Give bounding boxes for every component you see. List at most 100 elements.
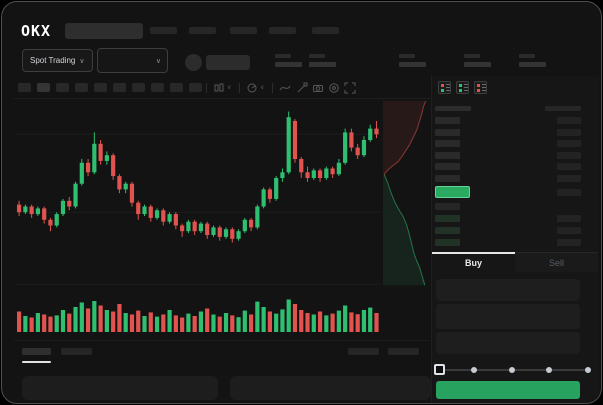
timeframe-button[interactable] (170, 83, 183, 92)
icon-mark-ask (477, 84, 480, 87)
stat-value-placeholder (275, 62, 302, 67)
candlestick-chart[interactable] (16, 102, 380, 292)
buy-tab[interactable]: Buy (432, 252, 515, 272)
trade-tabs: Buy Sell (432, 252, 598, 272)
chevron-down-icon: ∨ (155, 57, 161, 65)
icon-line (464, 87, 468, 88)
timeframe-button[interactable] (189, 83, 202, 92)
icon-line (482, 90, 486, 91)
market-type-dropdown[interactable]: Spot Trading ∨ (22, 49, 93, 72)
icon-line (446, 84, 450, 85)
bottom-panel-action[interactable] (348, 348, 379, 355)
chevron-down-icon[interactable]: ∨ (227, 85, 232, 91)
slider-step-dot[interactable] (471, 367, 477, 373)
chevron-down-icon: ∨ (79, 57, 85, 65)
bid-price-placeholder (435, 238, 460, 246)
nav-item-placeholder[interactable] (269, 27, 296, 34)
ask-amount-placeholder (557, 128, 581, 136)
timeframe-button[interactable] (151, 83, 164, 92)
market-type-label: Spot Trading (30, 56, 76, 65)
toolbar-divider (206, 83, 207, 93)
price-input[interactable] (436, 279, 580, 301)
bid-row[interactable] (435, 236, 581, 248)
timeframe-button[interactable] (18, 83, 31, 92)
candle-style-icon[interactable] (212, 81, 225, 94)
ask-row[interactable] (435, 161, 581, 173)
slider-step-dot[interactable] (585, 367, 591, 373)
stat-label-placeholder (275, 54, 291, 58)
slider-step-dot[interactable] (546, 367, 552, 373)
stat-label-placeholder (309, 54, 325, 58)
nav-item-placeholder[interactable] (230, 27, 257, 34)
volume-chart[interactable] (16, 296, 380, 332)
ask-row[interactable] (435, 127, 581, 139)
sell-tab[interactable]: Sell (515, 252, 598, 272)
chevron-down-icon[interactable]: ∨ (260, 85, 265, 91)
ask-row[interactable] (435, 138, 581, 150)
fullscreen-icon[interactable] (343, 81, 356, 94)
stat-value-placeholder (399, 62, 426, 67)
bid-row[interactable] (435, 224, 581, 236)
timeframe-button[interactable] (113, 83, 126, 92)
buy-submit-button[interactable] (436, 381, 580, 399)
ask-row[interactable] (435, 173, 581, 185)
bid-amount-placeholder (557, 214, 581, 222)
search-input[interactable] (65, 23, 143, 39)
timeframe-button[interactable] (94, 83, 107, 92)
line-tool-icon[interactable] (278, 81, 291, 94)
slider-step-dot[interactable] (509, 367, 515, 373)
ask-price-placeholder (435, 151, 460, 159)
bid-price-placeholder (435, 214, 460, 222)
ticker-stat (399, 54, 426, 67)
screenshot-camera-icon[interactable] (311, 81, 324, 94)
bottom-tab[interactable] (61, 348, 92, 355)
active-tab-indicator (22, 361, 51, 363)
divider (14, 340, 430, 341)
ask-amount-placeholder (557, 117, 581, 125)
toolbar-divider (272, 83, 273, 93)
depth-chart[interactable] (383, 99, 429, 289)
last-price-highlight (435, 186, 470, 198)
bid-row[interactable] (435, 200, 581, 212)
last-price-row[interactable] (435, 184, 581, 200)
icon-line (464, 90, 468, 91)
timeframe-button[interactable] (75, 83, 88, 92)
indicators-icon[interactable] (245, 81, 258, 94)
bid-row[interactable] (435, 212, 581, 224)
ask-row[interactable] (435, 150, 581, 162)
ask-row[interactable] (435, 115, 581, 127)
stat-value-placeholder (519, 62, 546, 67)
timeframe-button[interactable] (132, 83, 145, 92)
stat-label-placeholder (399, 54, 415, 58)
orders-table-placeholder (22, 376, 218, 400)
total-input[interactable] (436, 332, 580, 354)
bottom-panel-action[interactable] (388, 348, 419, 355)
amount-input[interactable] (436, 304, 580, 329)
orderbook-view-icon[interactable] (474, 81, 487, 94)
timeframe-button[interactable] (56, 83, 69, 92)
toolbar-divider (239, 83, 240, 93)
bid-amount-placeholder (557, 226, 581, 234)
nav-item-placeholder[interactable] (150, 27, 177, 34)
settings-icon[interactable] (327, 81, 340, 94)
ticker-stat (464, 54, 491, 67)
ask-amount-placeholder (557, 163, 581, 171)
bottom-tab[interactable] (22, 348, 51, 355)
orderbook-view-icon[interactable] (438, 81, 451, 94)
timeframe-button[interactable] (37, 83, 50, 92)
nav-item-placeholder[interactable] (189, 27, 216, 34)
ask-price-placeholder (435, 174, 460, 182)
draw-tool-icon[interactable] (295, 81, 308, 94)
okx-logo[interactable]: OKX (21, 22, 52, 40)
pair-selector-dropdown[interactable]: ∨ (97, 48, 168, 73)
nav-item-placeholder[interactable] (312, 27, 339, 34)
icon-line (464, 84, 468, 85)
stat-label-placeholder (519, 54, 535, 58)
amount-column-label-placeholder (545, 106, 581, 111)
pair-title-placeholder (206, 55, 250, 70)
ask-amount-placeholder (557, 140, 581, 148)
orderbook-view-icon[interactable] (456, 81, 469, 94)
slider-handle[interactable] (434, 364, 445, 375)
last-amount-placeholder (557, 188, 581, 196)
ask-price-placeholder (435, 163, 460, 171)
